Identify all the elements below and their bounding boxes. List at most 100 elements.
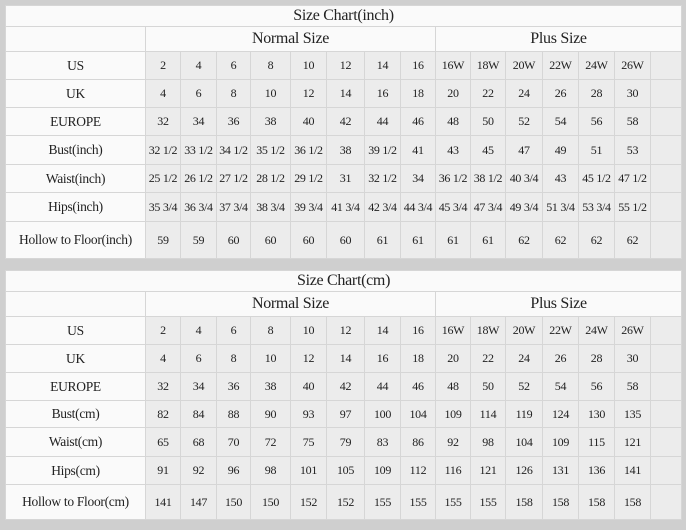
table-cell: 158 — [505, 484, 543, 520]
row-label: Bust(cm) — [5, 400, 146, 428]
table-cell: 39 3/4 — [290, 192, 327, 222]
table-cell: 92 — [180, 456, 217, 485]
table-cell: 8 — [216, 344, 251, 373]
table-cell: 48 — [435, 372, 471, 401]
table-cell: 16 — [364, 79, 401, 108]
table-cell: 2 — [145, 51, 181, 80]
table-cell: 34 — [180, 107, 217, 136]
table-cell: 53 3/4 — [578, 192, 615, 222]
table-cell: 10 — [290, 316, 327, 345]
table-cell: 152 — [290, 484, 327, 520]
row-label: UK — [5, 79, 146, 108]
empty-cell — [649, 344, 683, 373]
table-cell: 51 3/4 — [542, 192, 579, 222]
header-blank — [5, 291, 146, 317]
table-cell: 27 1/2 — [216, 164, 251, 193]
table-cell: 28 — [578, 79, 615, 108]
table-cell: 131 — [542, 456, 579, 485]
table-cell: 98 — [470, 427, 506, 457]
table-cell: 56 — [578, 107, 615, 136]
empty-cell — [649, 400, 683, 428]
empty-cell — [650, 135, 682, 165]
table-cell: 37 3/4 — [216, 192, 251, 222]
table-cell: 4 — [180, 316, 217, 345]
table-cell: 70 — [216, 427, 251, 457]
table-row: EUROPE 32 34 36 38 40 42 44 46 48 50 52 54 56 58 — [5, 107, 682, 136]
table-cell: 26 — [542, 344, 579, 373]
table-cell: 46 — [400, 372, 436, 401]
table-cell: 4 — [145, 344, 181, 373]
table-cell: 121 — [470, 456, 506, 485]
table-cell: 24W — [578, 51, 615, 80]
table-cell: 40 — [290, 372, 327, 401]
table-cell: 126 — [505, 456, 543, 485]
table-cell: 16W — [435, 51, 471, 80]
table-cell: 6 — [180, 344, 217, 373]
empty-cell — [650, 107, 682, 136]
table-cell: 22W — [542, 316, 579, 345]
table-cell: 38 1/2 — [470, 164, 506, 193]
table-cell: 50 — [470, 107, 506, 136]
table-cell: 16 — [364, 344, 401, 373]
row-label: UK — [5, 344, 146, 373]
table-cell: 20W — [505, 51, 543, 80]
table-cell: 20W — [505, 316, 543, 345]
table-cell: 109 — [542, 427, 579, 457]
empty-cell — [649, 316, 683, 345]
table-cell: 12 — [290, 344, 327, 373]
table-row: Bust(cm) 82 84 88 90 93 97 100 104 109 114 119 124 13… — [5, 400, 683, 428]
table-cell: 32 1/2 — [364, 164, 401, 193]
table-cell: 26 1/2 — [180, 164, 217, 193]
table-cell: 10 — [250, 79, 291, 108]
table-cell: 18 — [400, 79, 436, 108]
table-cell: 26 — [542, 79, 579, 108]
group-plus-size: Plus Size — [435, 26, 682, 52]
table-cell: 35 1/2 — [250, 135, 291, 165]
table-cell: 50 — [470, 372, 506, 401]
table-row: Hollow to Floor(inch) 59 59 60 60 60 60 61 61 61 6… — [5, 221, 682, 259]
table-cell: 51 — [578, 135, 615, 165]
table-cell: 52 — [505, 107, 543, 136]
row-label: US — [5, 51, 146, 80]
table-cell: 98 — [250, 456, 291, 485]
table-cell: 42 — [326, 372, 365, 401]
table-cell: 32 — [145, 107, 181, 136]
table-cell: 44 — [364, 107, 401, 136]
table-cell: 48 — [435, 107, 471, 136]
table-cell: 6 — [180, 79, 217, 108]
table-cell: 24 — [505, 344, 543, 373]
table-cell: 104 — [505, 427, 543, 457]
table-cell: 42 3/4 — [364, 192, 401, 222]
table-cell: 105 — [326, 456, 365, 485]
table-cell: 90 — [250, 400, 291, 428]
table-cell: 28 1/2 — [250, 164, 291, 193]
table-cell: 18W — [470, 51, 506, 80]
table-row: Waist(cm) 65 68 70 72 75 79 83 86 92 98 104 109 115 12… — [5, 427, 683, 457]
row-label: US — [5, 316, 146, 345]
table-cell: 115 — [578, 427, 615, 457]
table-cell: 14 — [364, 316, 401, 345]
table-cell: 16 — [400, 51, 436, 80]
table-cell: 93 — [290, 400, 327, 428]
table-row: UK 4 6 8 10 12 14 16 18 20 22 24 26 28 30 — [5, 344, 683, 373]
table-cell: 26W — [614, 316, 651, 345]
table-cell: 155 — [364, 484, 401, 520]
table-cell: 47 1/2 — [614, 164, 651, 193]
table-cell: 52 — [505, 372, 543, 401]
table-row: Waist(inch) 25 1/2 26 1/2 27 1/2 28 1/2 29 1/… — [5, 164, 682, 193]
table-cell: 49 3/4 — [505, 192, 543, 222]
table-cell: 43 — [542, 164, 579, 193]
table-cell: 100 — [364, 400, 401, 428]
empty-cell — [650, 164, 682, 193]
table-cell: 54 — [542, 372, 579, 401]
table-cell: 32 1/2 — [145, 135, 181, 165]
table-cell: 55 1/2 — [614, 192, 651, 222]
table-cell: 116 — [435, 456, 471, 485]
table-cell: 36 1/2 — [435, 164, 471, 193]
table-cell: 41 — [400, 135, 436, 165]
table-cell: 92 — [435, 427, 471, 457]
table-cell: 155 — [400, 484, 436, 520]
empty-cell — [650, 51, 682, 80]
table-cell: 24 — [505, 79, 543, 108]
table-cell: 31 — [326, 164, 365, 193]
